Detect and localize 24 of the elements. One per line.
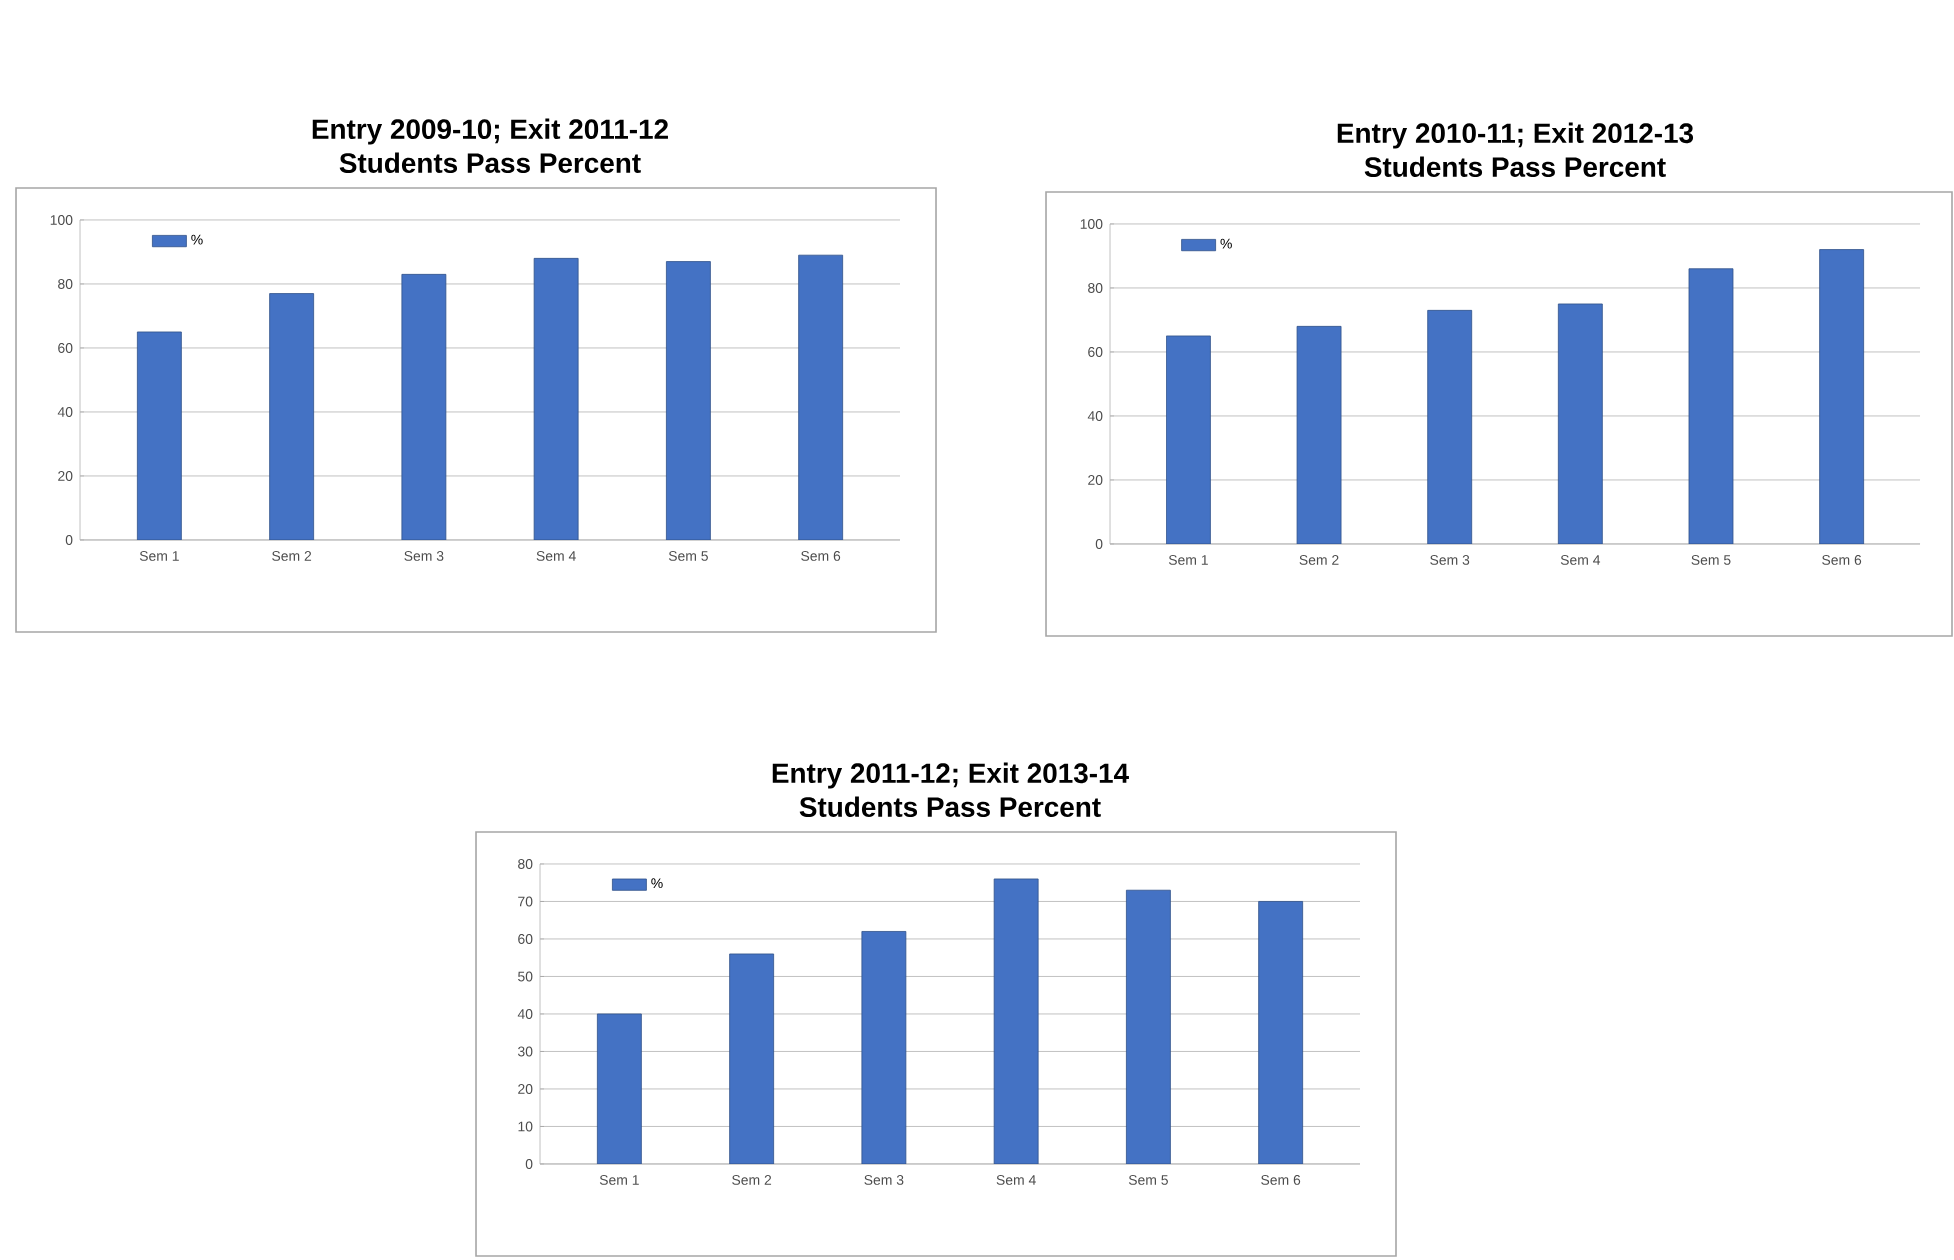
chart-subtitle: Students Pass Percent: [799, 796, 1101, 817]
bar: [269, 293, 315, 540]
bar: [1258, 901, 1304, 1164]
bar: [1688, 268, 1734, 544]
bar: [993, 878, 1039, 1164]
bar: [1557, 303, 1603, 544]
chart-subtitle: Students Pass Percent: [339, 152, 641, 173]
bar: [136, 331, 182, 540]
bar: [729, 953, 775, 1164]
chart-title: Entry 2011-12; Exit 2013-14: [772, 762, 1129, 789]
bar: [533, 257, 579, 540]
bar: [798, 254, 844, 540]
chart-title: Entry 2009-10; Exit 2011-12: [312, 118, 668, 145]
bar: [1296, 325, 1342, 544]
bar: [596, 1013, 642, 1164]
bar: [666, 261, 711, 540]
bar: [401, 273, 447, 540]
bar: [1427, 309, 1473, 544]
chart-title: Entry 2010-11; Exit 2012-13: [1337, 122, 1694, 149]
bar: [1819, 249, 1865, 544]
bar: [861, 931, 907, 1164]
bar: [1126, 889, 1171, 1164]
chart-subtitle: Students Pass Percent: [1364, 156, 1666, 177]
bar: [1166, 335, 1211, 544]
